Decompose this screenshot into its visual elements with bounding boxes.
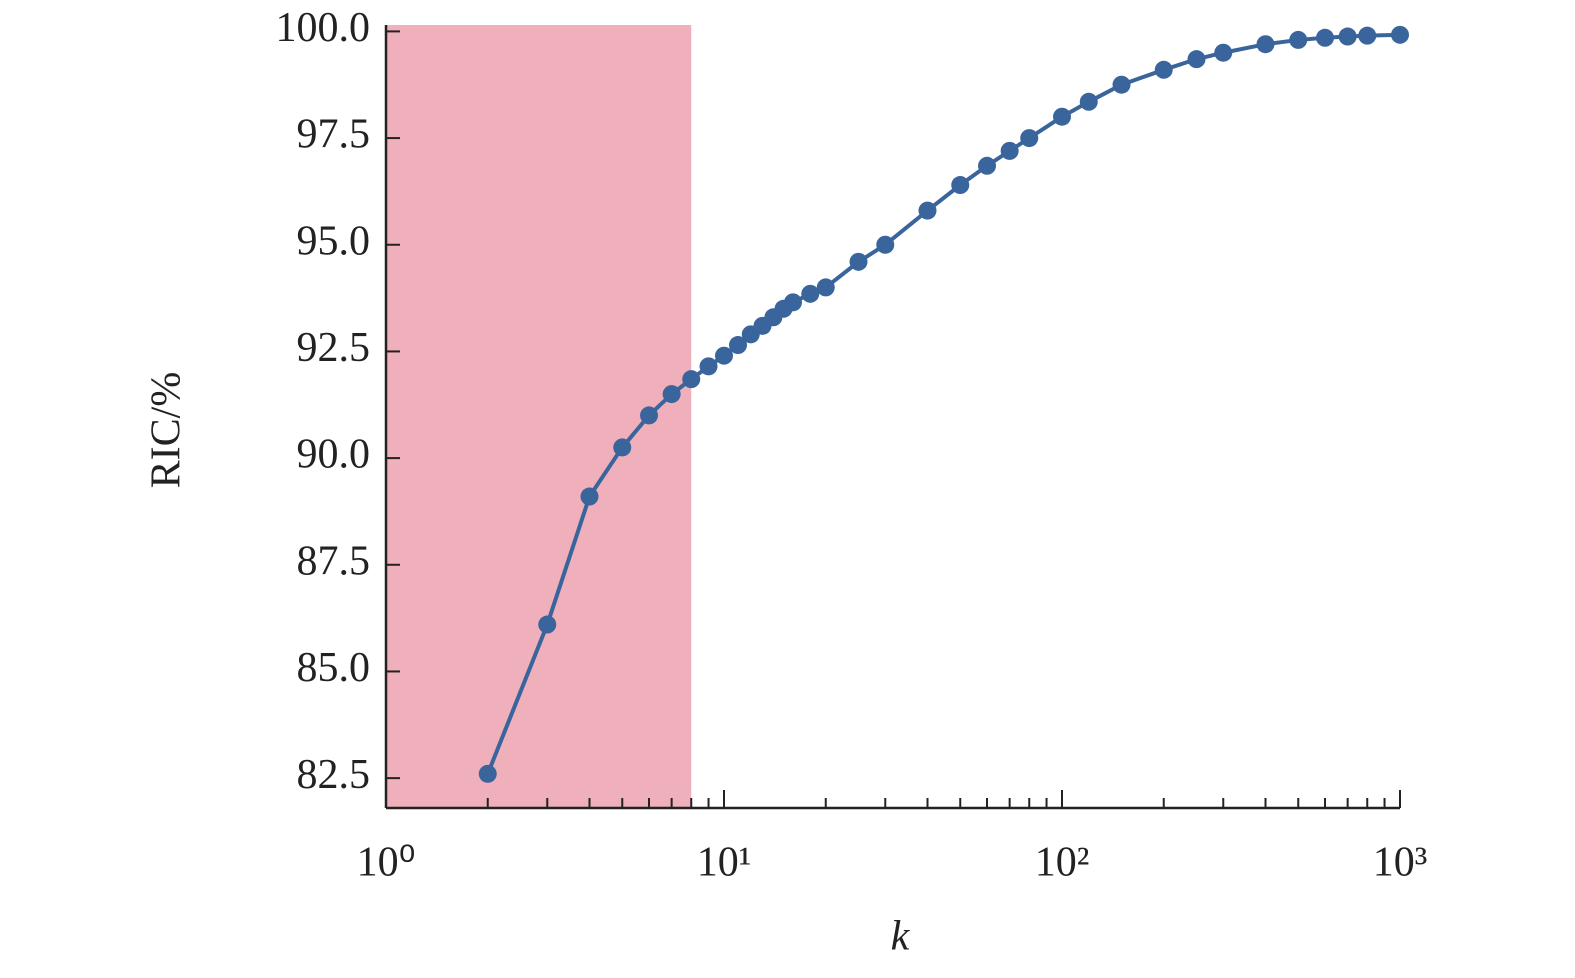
data-point bbox=[580, 487, 599, 506]
y-axis-label: RIC/% bbox=[144, 372, 190, 489]
data-point bbox=[918, 201, 937, 220]
data-point bbox=[816, 278, 835, 297]
data-point bbox=[801, 284, 820, 303]
y-tick-label: 82.5 bbox=[297, 752, 371, 798]
data-point bbox=[1289, 30, 1308, 49]
data-point bbox=[1358, 26, 1377, 45]
data-point bbox=[1020, 129, 1039, 148]
data-point bbox=[699, 357, 718, 376]
data-point bbox=[849, 252, 868, 271]
data-point bbox=[1053, 107, 1071, 126]
data-point bbox=[1338, 27, 1357, 46]
data-point bbox=[783, 293, 802, 312]
data-point bbox=[1187, 50, 1206, 69]
y-tick-label: 90.0 bbox=[297, 432, 371, 478]
y-tick-label: 85.0 bbox=[297, 645, 371, 691]
data-point bbox=[613, 438, 632, 457]
y-tick-label: 100.0 bbox=[276, 5, 371, 51]
x-axis-label: k bbox=[891, 914, 911, 960]
x-tick-label: 10¹ bbox=[697, 840, 752, 886]
y-tick-label: 92.5 bbox=[297, 325, 371, 371]
data-point bbox=[1214, 43, 1233, 62]
data-point bbox=[1256, 35, 1275, 54]
data-point bbox=[951, 176, 970, 195]
data-point bbox=[1112, 75, 1131, 94]
data-point bbox=[662, 385, 681, 404]
data-point bbox=[478, 764, 497, 783]
data-point bbox=[1000, 141, 1019, 160]
data-point bbox=[1079, 92, 1098, 111]
data-point bbox=[978, 156, 997, 175]
y-tick-label: 97.5 bbox=[297, 112, 371, 158]
x-tick-label: 10⁰ bbox=[357, 840, 416, 886]
data-point bbox=[728, 336, 747, 355]
data-point bbox=[538, 615, 557, 634]
data-point bbox=[715, 346, 733, 365]
data-point bbox=[1316, 28, 1335, 47]
data-point bbox=[682, 370, 701, 389]
y-tick-label: 95.0 bbox=[297, 218, 371, 264]
data-point bbox=[1154, 60, 1173, 79]
x-tick-label: 10² bbox=[1035, 840, 1090, 886]
x-tick-label: 10³ bbox=[1373, 840, 1428, 886]
y-tick-label: 87.5 bbox=[297, 538, 371, 584]
data-point bbox=[876, 235, 895, 254]
data-point bbox=[1391, 25, 1409, 44]
data-point bbox=[640, 406, 659, 425]
